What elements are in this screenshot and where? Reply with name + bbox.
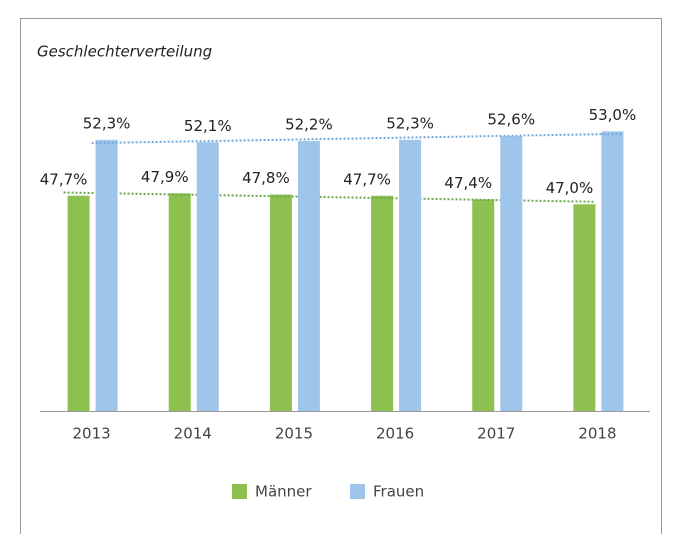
- bar: [196, 142, 219, 411]
- bar: [500, 136, 523, 411]
- trendline: [63, 191, 596, 203]
- bar: [67, 195, 90, 411]
- data-label: 52,3%: [386, 114, 434, 132]
- data-label: 52,1%: [184, 117, 232, 135]
- data-label: 52,6%: [487, 111, 535, 129]
- data-label: 47,0%: [546, 179, 594, 197]
- data-label: 53,0%: [589, 106, 637, 124]
- bar: [573, 204, 596, 411]
- bar: [168, 193, 191, 411]
- data-label: 47,4%: [444, 174, 492, 192]
- x-tick-label: 2015: [275, 425, 313, 443]
- bar: [601, 131, 624, 411]
- data-label: 47,8%: [242, 169, 290, 187]
- data-label: 47,9%: [141, 168, 189, 186]
- bar: [297, 141, 320, 411]
- frame: [20, 18, 662, 534]
- bar: [399, 139, 422, 411]
- x-tick-label: 2018: [578, 425, 616, 443]
- bar: [95, 139, 118, 411]
- data-label: 47,7%: [40, 170, 88, 188]
- bar: [472, 199, 495, 411]
- trendline: [91, 132, 624, 145]
- bar: [269, 194, 292, 411]
- legend-swatch: [232, 484, 247, 499]
- legend-label: Männer: [255, 483, 312, 501]
- x-tick-label: 2014: [174, 425, 212, 443]
- data-label: 52,3%: [83, 114, 131, 132]
- chart-title: Geschlechterverteilung: [37, 43, 212, 61]
- x-tick-label: 2013: [72, 425, 110, 443]
- data-label: 52,2%: [285, 116, 333, 134]
- legend-label: Frauen: [373, 483, 424, 501]
- legend-swatch: [350, 484, 365, 499]
- data-label: 47,7%: [343, 170, 391, 188]
- bar: [371, 195, 394, 411]
- x-tick-label: 2017: [477, 425, 515, 443]
- x-tick-label: 2016: [376, 425, 414, 443]
